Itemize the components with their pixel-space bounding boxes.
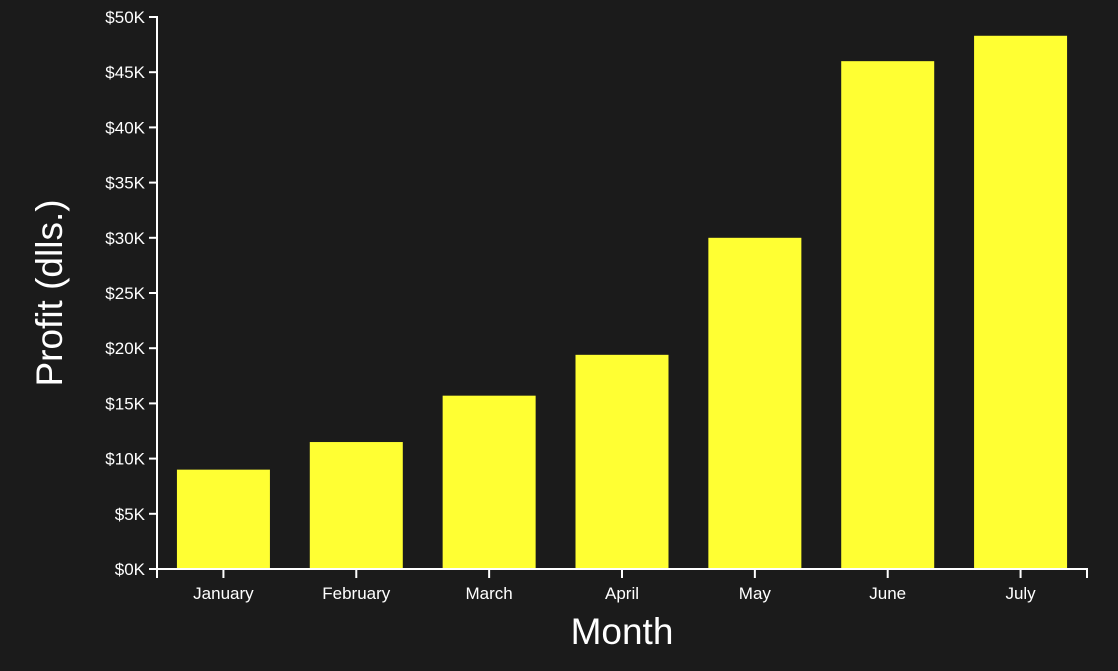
y-tick-label: $30K <box>105 229 145 248</box>
y-tick-label: $25K <box>105 284 145 303</box>
x-tick-label: March <box>466 584 513 603</box>
y-axis: $0K $5K $10K $15K $20K $25K $30K $35K $40K $45K $5… <box>105 8 158 579</box>
x-axis: January February March April May June July <box>156 568 1088 603</box>
y-tick-label: $35K <box>105 174 145 193</box>
bar-march <box>442 395 536 569</box>
y-tick-label: $10K <box>105 450 145 469</box>
bar-january <box>176 469 270 569</box>
x-tick-label: February <box>322 584 391 603</box>
y-tick-label: $5K <box>115 505 146 524</box>
bar-february <box>309 442 403 569</box>
x-tick-label: June <box>869 584 906 603</box>
y-axis-title: Profit (dlls.) <box>29 199 70 386</box>
bar-july <box>974 35 1068 569</box>
bar-april <box>575 354 669 569</box>
y-tick-label: $50K <box>105 8 145 27</box>
bars <box>176 35 1068 570</box>
y-tick-label: $20K <box>105 339 145 358</box>
y-tick-label: $0K <box>115 560 146 579</box>
x-axis-title: Month <box>571 611 674 652</box>
y-tick-label: $15K <box>105 394 145 413</box>
y-tick-label: $40K <box>105 118 145 137</box>
bar-may <box>708 237 802 570</box>
bar-june <box>841 61 935 569</box>
x-tick-label: April <box>605 584 639 603</box>
y-tick-label: $45K <box>105 63 145 82</box>
x-tick-label: May <box>739 584 772 603</box>
x-tick-label: July <box>1005 584 1036 603</box>
x-tick-label: January <box>193 584 254 603</box>
